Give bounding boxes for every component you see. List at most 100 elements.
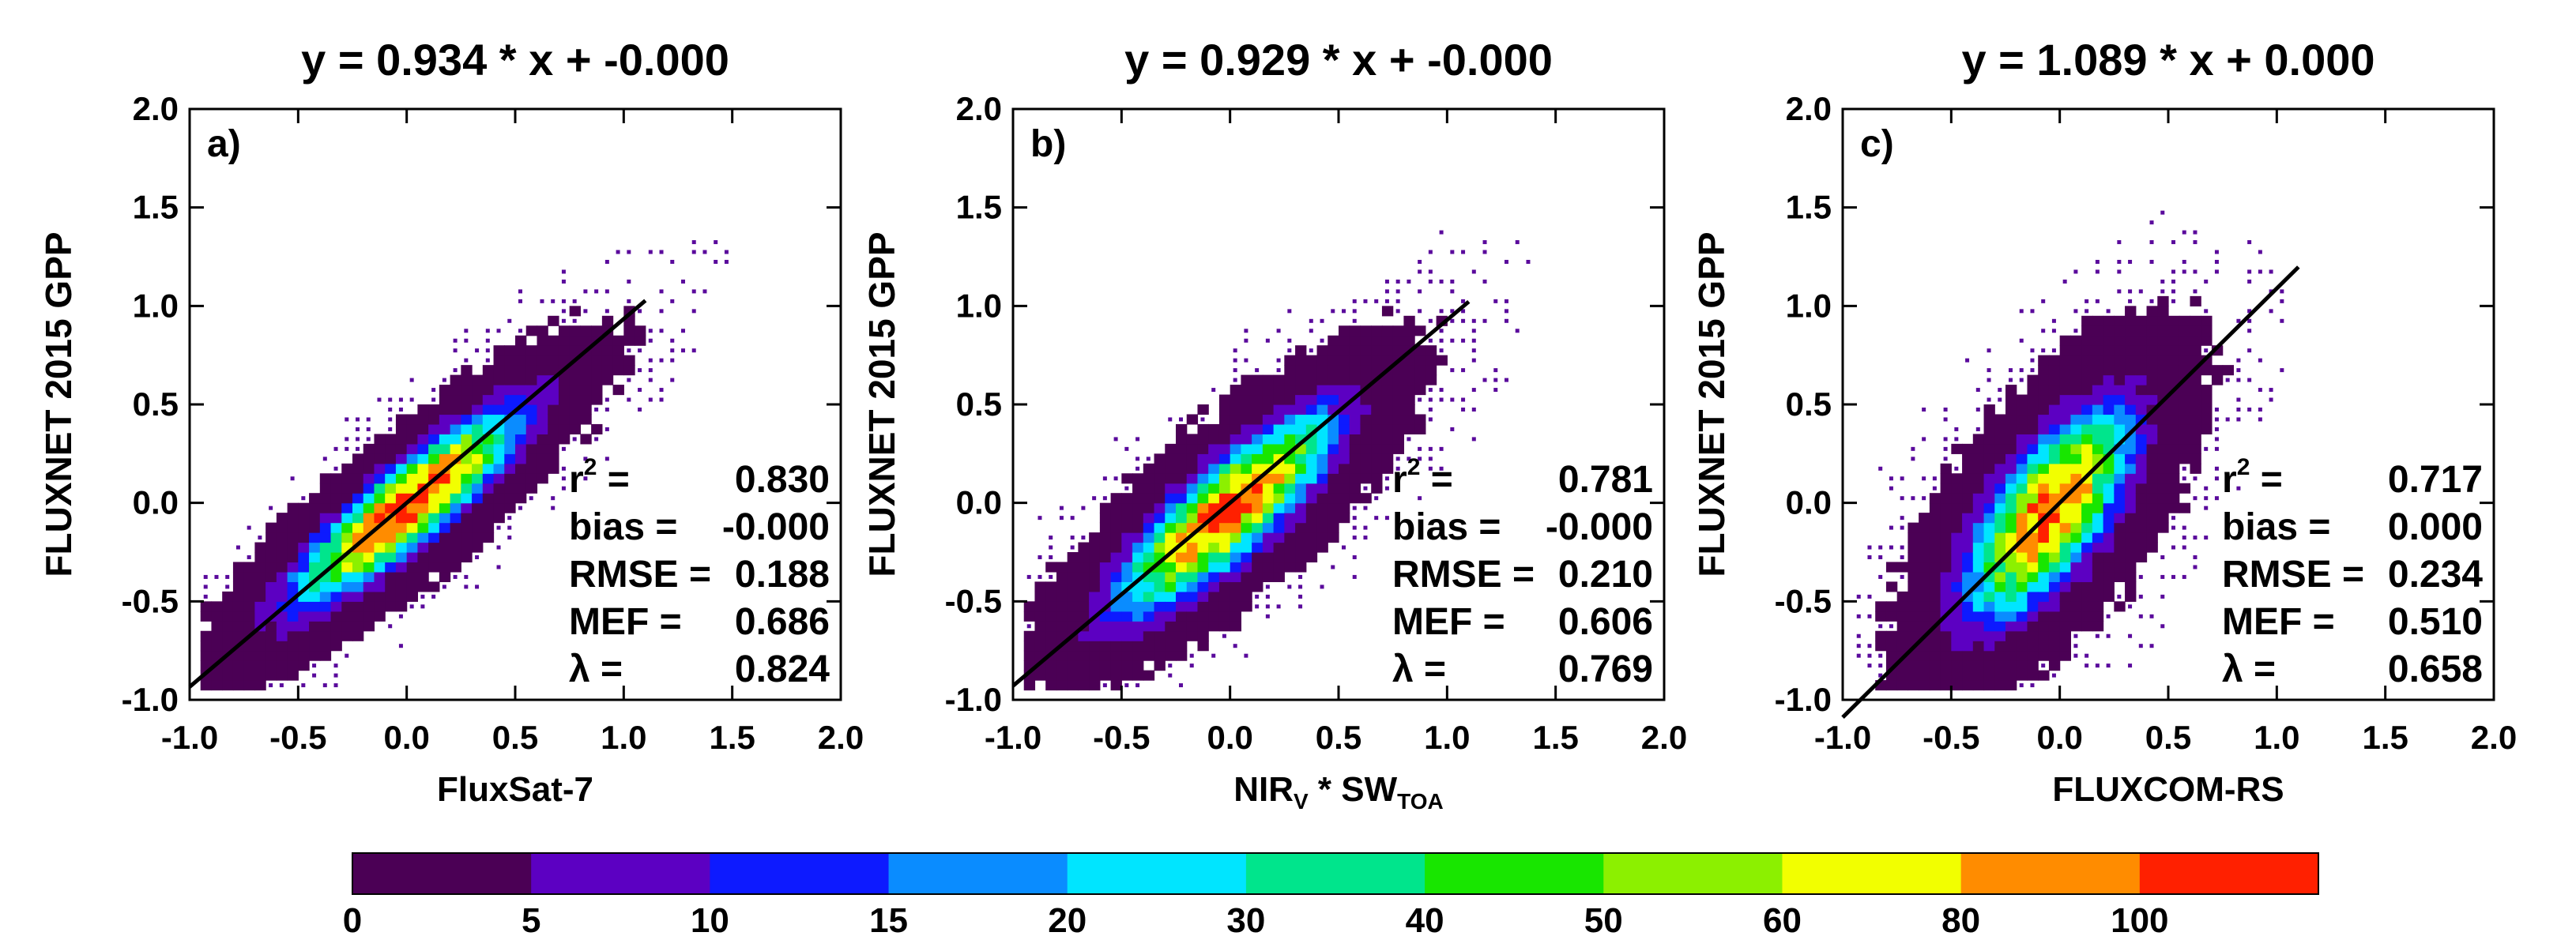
density-cell xyxy=(1284,394,1296,405)
sparse-cell xyxy=(518,299,522,303)
density-cell xyxy=(1241,562,1252,573)
density-cell xyxy=(1154,630,1166,641)
density-cell xyxy=(363,611,375,622)
density-cell xyxy=(1908,571,1919,582)
density-cell xyxy=(266,621,277,632)
density-cell xyxy=(1218,394,1231,405)
sparse-cell xyxy=(1276,604,1281,609)
density-cell xyxy=(2146,522,2158,533)
sparse-cell xyxy=(388,408,393,412)
density-cell xyxy=(537,345,548,356)
density-cell xyxy=(2005,414,2017,425)
x-tick-label: -1.0 xyxy=(985,719,1041,756)
density-cell xyxy=(276,532,288,543)
density-cell xyxy=(482,404,495,415)
density-cell xyxy=(1176,522,1188,533)
density-cell xyxy=(2135,513,2148,524)
density-cell xyxy=(2005,630,2017,641)
density-cell xyxy=(2016,434,2028,445)
density-cell xyxy=(1940,552,1952,563)
density-cell xyxy=(1218,453,1231,464)
density-cell xyxy=(352,552,364,563)
colorbar: 0 5 10 15 20 30 40 50 60 80 100 xyxy=(343,852,2319,940)
sparse-cell xyxy=(2138,289,2143,294)
density-cell xyxy=(439,522,451,533)
density-cell xyxy=(1962,473,1974,484)
density-cell xyxy=(1218,493,1231,504)
density-cell xyxy=(1983,443,1995,454)
density-cell xyxy=(1078,571,1090,582)
density-cell xyxy=(1099,641,1112,652)
density-cell xyxy=(1034,611,1046,622)
density-cell xyxy=(1360,473,1372,484)
density-cell xyxy=(482,522,495,533)
density-cell xyxy=(2016,621,2028,632)
sparse-cell xyxy=(1867,653,1872,658)
sparse-cell xyxy=(627,279,631,284)
density-cell xyxy=(1056,571,1068,582)
density-cell xyxy=(2005,591,2017,602)
density-cell xyxy=(558,423,571,434)
density-cell xyxy=(395,571,408,582)
density-cell xyxy=(1241,434,1252,445)
density-cell xyxy=(2048,463,2061,474)
sparse-cell xyxy=(2041,299,2046,303)
sparse-cell xyxy=(398,397,403,402)
density-cell xyxy=(2103,385,2115,396)
density-cell xyxy=(298,601,310,612)
density-cell xyxy=(1252,414,1264,425)
density-cell xyxy=(1983,502,1995,513)
density-cell xyxy=(1339,483,1350,494)
stat-label: MEF = xyxy=(2222,601,2335,643)
sparse-cell xyxy=(1418,457,1422,461)
density-cell xyxy=(1940,601,1952,612)
sparse-cell xyxy=(2128,260,2133,264)
density-cell xyxy=(1143,621,1155,632)
sparse-cell xyxy=(724,250,729,254)
density-cell xyxy=(2179,315,2191,326)
density-cell xyxy=(2157,315,2169,326)
density-cell xyxy=(1328,345,1339,356)
sparse-cell xyxy=(1168,663,1173,668)
density-cell xyxy=(2027,414,2039,425)
density-cell xyxy=(276,552,288,563)
density-cell xyxy=(2135,365,2148,376)
density-cell xyxy=(1994,611,2006,622)
density-cell xyxy=(1316,374,1328,385)
sparse-cell xyxy=(1276,329,1281,333)
density-cell xyxy=(1154,532,1166,543)
density-cell xyxy=(1110,502,1122,513)
density-cell xyxy=(1284,473,1296,484)
density-cell xyxy=(1328,453,1339,464)
density-cell xyxy=(232,581,245,592)
sparse-cell xyxy=(1482,279,1487,284)
density-cell xyxy=(504,483,516,494)
density-cell xyxy=(374,562,386,573)
x-tick-label: 2.0 xyxy=(818,719,864,756)
density-cell xyxy=(330,542,342,553)
density-cell xyxy=(1218,434,1231,445)
density-cell xyxy=(1940,650,1952,661)
density-cell xyxy=(1972,641,1985,652)
density-cell xyxy=(406,463,418,474)
density-cell xyxy=(1360,374,1372,385)
sparse-cell xyxy=(1407,279,1411,284)
density-cell xyxy=(2135,325,2148,336)
sparse-cell xyxy=(2236,368,2241,373)
density-cell xyxy=(1425,355,1437,366)
stat-label-text: MEF = xyxy=(2222,601,2335,643)
density-cell xyxy=(2027,591,2039,602)
density-cell xyxy=(1218,571,1231,582)
density-cell xyxy=(472,423,484,434)
density-cell xyxy=(417,522,429,533)
sparse-cell xyxy=(1428,338,1433,343)
density-cell xyxy=(1099,650,1112,661)
density-cell xyxy=(1962,571,1974,582)
density-cell xyxy=(2081,601,2093,612)
density-cell xyxy=(1994,630,2006,641)
density-cell xyxy=(2016,611,2028,622)
density-cell xyxy=(2135,493,2148,504)
sparse-cell xyxy=(1352,506,1357,510)
sparse-cell xyxy=(1889,545,1893,550)
sparse-cell xyxy=(2138,594,2143,599)
